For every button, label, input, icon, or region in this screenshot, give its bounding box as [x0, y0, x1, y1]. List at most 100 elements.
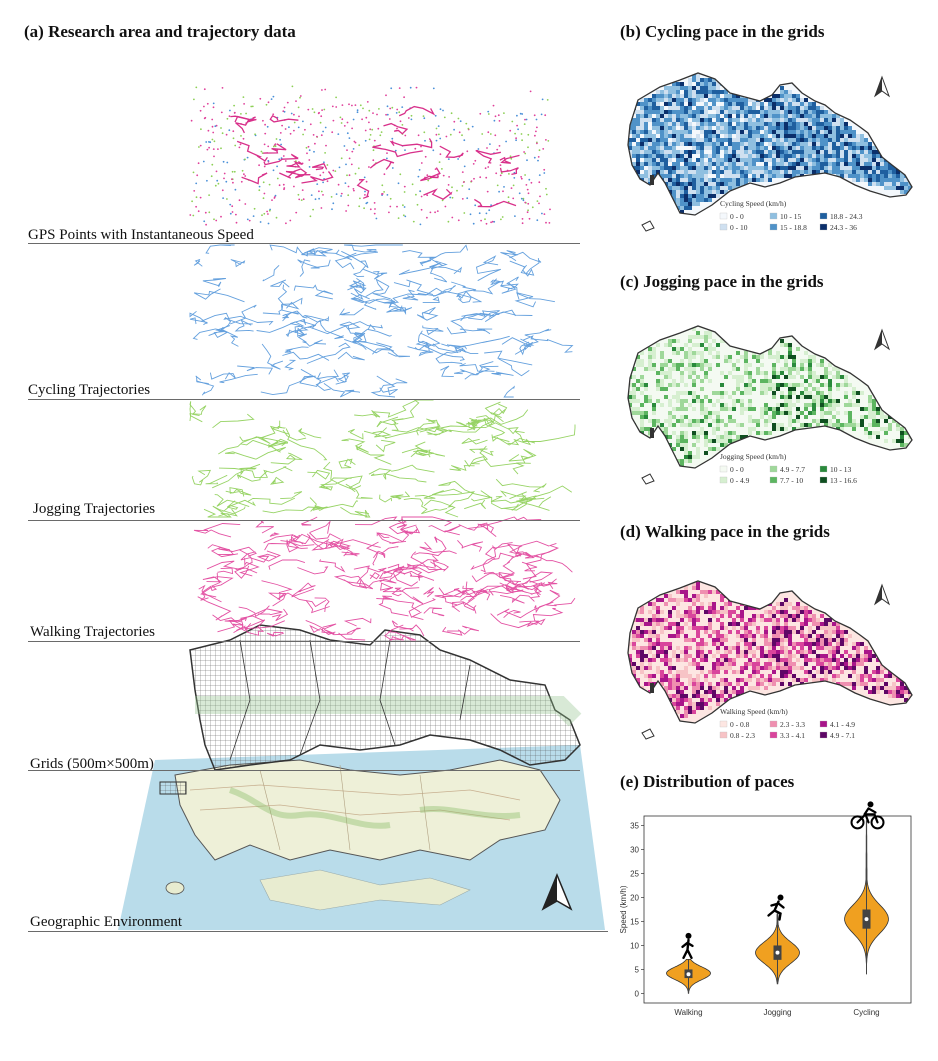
gps-point	[307, 145, 310, 148]
walking-trajectory	[378, 546, 399, 558]
jogging-trajectory	[371, 399, 434, 418]
jogging-trajectory	[514, 424, 576, 442]
gps-point	[220, 147, 222, 150]
gps-point	[190, 119, 193, 122]
gps-point	[203, 105, 205, 108]
jogging-trajectory	[403, 497, 448, 515]
gps-point	[494, 115, 497, 118]
gps-point	[268, 209, 271, 212]
cycling-trajectory	[352, 265, 367, 278]
walking-trajectory	[516, 551, 535, 559]
legend-swatch	[819, 465, 828, 473]
gps-point	[345, 163, 347, 166]
gps-point	[312, 134, 315, 136]
gps-point	[346, 149, 348, 152]
gps-point	[472, 163, 475, 165]
gps-point	[369, 128, 372, 131]
walking-trajectory	[369, 572, 380, 580]
walking-trajectory	[442, 581, 468, 597]
gps-point	[195, 86, 198, 89]
gps-point	[487, 113, 490, 115]
gps-point	[246, 218, 249, 221]
gps-point	[526, 211, 529, 214]
cycling-trajectory	[219, 373, 258, 384]
gps-point	[212, 131, 215, 134]
gps-point	[217, 182, 220, 185]
gps-speed-track	[263, 153, 299, 166]
gps-point	[415, 86, 418, 89]
cycling-trajectory	[464, 361, 494, 380]
gps-point	[267, 222, 270, 225]
gps-point	[427, 179, 430, 182]
legend-item: 10 - 15	[780, 212, 801, 221]
legend-item: 18.8 - 24.3	[830, 212, 863, 221]
gps-point	[340, 122, 343, 124]
gps-point	[471, 125, 474, 128]
cycling-trajectory	[425, 342, 465, 361]
cycling-trajectory	[335, 372, 351, 385]
gps-point	[549, 208, 551, 211]
gps-point	[527, 202, 530, 205]
cycling-trajectory	[522, 335, 574, 353]
x-tick-label: Walking	[674, 1008, 702, 1017]
gps-point	[358, 144, 361, 147]
gps-point	[293, 185, 295, 188]
gps-point	[234, 188, 237, 191]
cycling-trajectory	[261, 343, 284, 370]
gps-point	[398, 87, 401, 89]
gps-speed-track	[475, 149, 502, 164]
x-tick-label: Jogging	[763, 1008, 791, 1017]
gps-point	[461, 134, 463, 137]
jogging-trajectory	[449, 465, 475, 472]
jogging-trajectory	[475, 409, 529, 425]
jogging-trajectory	[341, 438, 369, 453]
gps-point	[291, 85, 294, 88]
gps-point	[462, 181, 465, 184]
gps-point	[377, 127, 380, 130]
walking-trajectory	[256, 550, 282, 562]
cycling-trajectory	[289, 330, 327, 347]
legend-item: 24.3 - 36	[830, 223, 857, 232]
gps-point	[267, 159, 270, 162]
gps-point	[241, 169, 244, 172]
gps-point	[353, 140, 356, 143]
cycling-trajectory	[500, 250, 518, 262]
cycling-trajectory	[189, 317, 209, 326]
walking-trajectory	[268, 559, 306, 570]
gps-point	[259, 97, 262, 100]
walking-trajectory	[402, 525, 421, 535]
gps-point	[248, 219, 251, 222]
jogging-trajectory	[262, 500, 359, 514]
cycling-trajectory	[456, 290, 482, 303]
cycling-trajectory	[446, 312, 491, 335]
gps-point	[389, 197, 392, 200]
gps-point	[365, 180, 368, 183]
jogging-trajectory	[495, 478, 547, 493]
jogging-trajectory	[465, 419, 482, 430]
walking-trajectory	[399, 624, 425, 637]
gps-point	[461, 171, 464, 174]
cycling-trajectory	[256, 321, 316, 334]
gps-point	[470, 180, 473, 183]
walking-trajectory	[269, 532, 280, 537]
gps-point	[300, 199, 303, 202]
gps-point	[206, 102, 209, 105]
gps-point	[519, 112, 522, 115]
gps-point	[206, 148, 209, 151]
cycling-trajectory	[490, 278, 513, 290]
gps-point	[278, 158, 281, 161]
jogging-trajectory	[391, 419, 439, 433]
gps-point	[321, 109, 323, 111]
gps-point	[371, 128, 374, 131]
gps-point	[352, 188, 355, 190]
cycling-trajectory	[347, 280, 367, 291]
gps-point	[364, 194, 366, 196]
gps-speed-track	[389, 138, 433, 149]
island	[650, 428, 654, 438]
gps-point	[229, 203, 232, 206]
gps-point	[359, 104, 362, 107]
gps-point	[353, 189, 355, 192]
layer-divider	[28, 399, 580, 400]
legend-swatch	[719, 731, 728, 739]
y-tick-label: 15	[630, 917, 639, 926]
